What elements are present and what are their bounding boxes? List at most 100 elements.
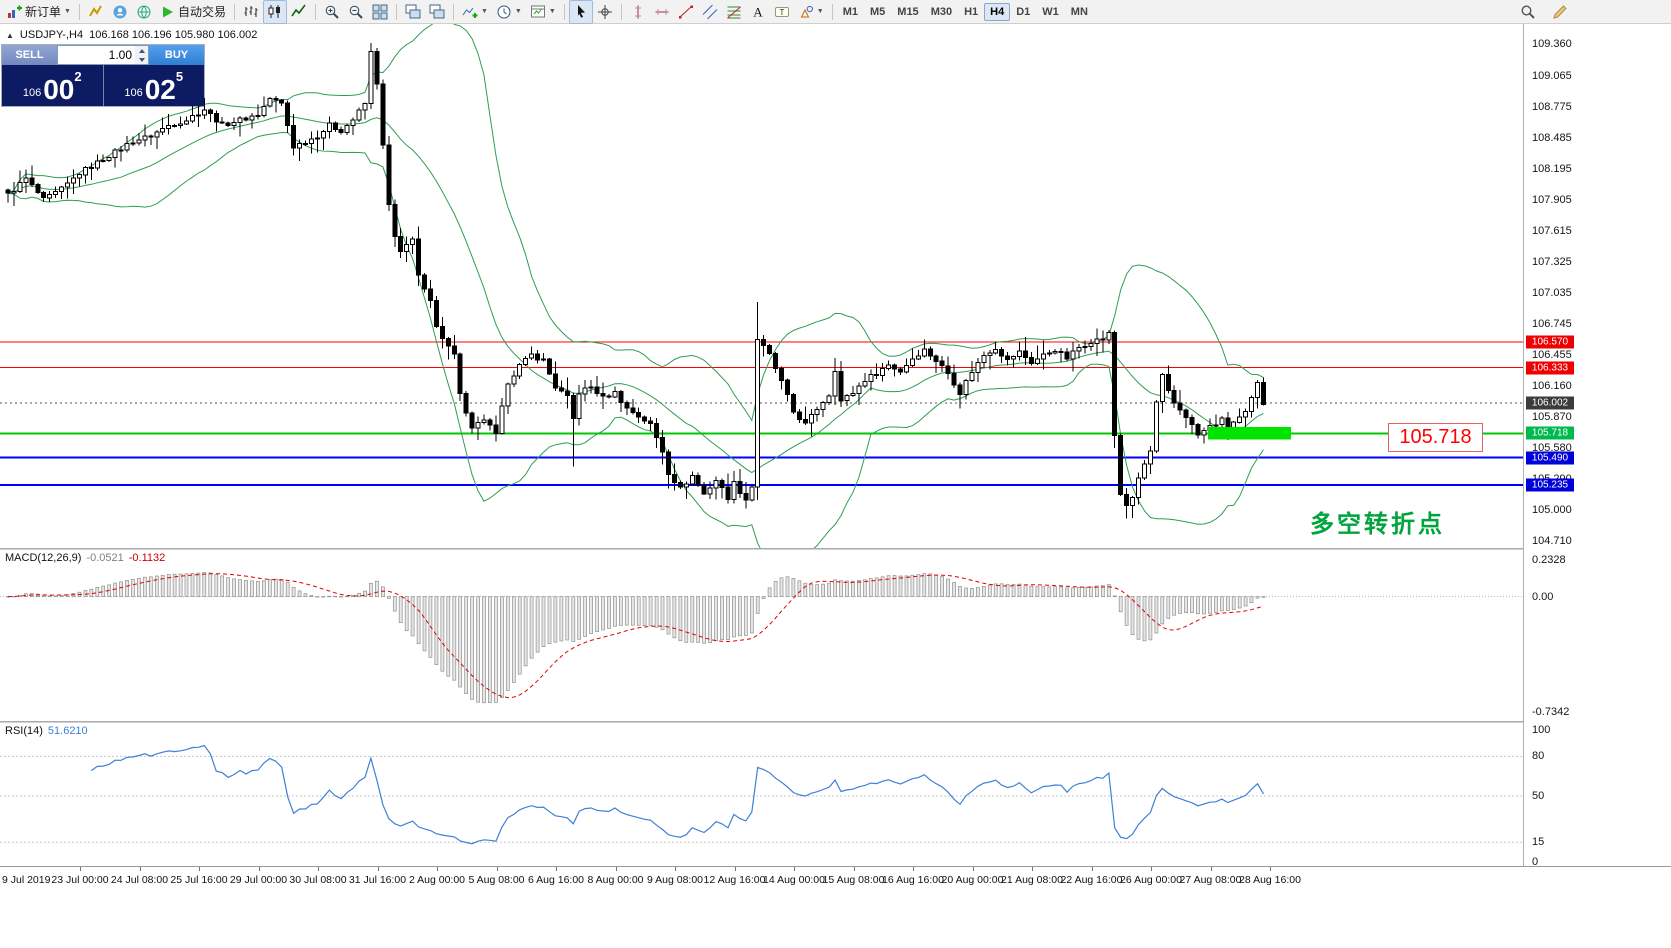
charts-button[interactable] — [84, 0, 108, 24]
fibonacci-icon — [726, 4, 742, 20]
community-button[interactable] — [132, 0, 156, 24]
search-button[interactable] — [1516, 0, 1540, 24]
candlestick-chart-button[interactable] — [262, 0, 287, 24]
rsi-pane-separator[interactable] — [0, 721, 1671, 723]
play-icon — [160, 4, 176, 20]
bar-chart-button[interactable] — [239, 0, 263, 24]
volume-increase-button[interactable] — [135, 46, 148, 55]
chart-title: ▲ USDJPY-,H4 106.168 106.196 105.980 106… — [6, 29, 257, 41]
channel-icon — [702, 4, 718, 20]
trendline-button[interactable] — [674, 0, 698, 24]
cursor-button[interactable] — [568, 0, 593, 24]
dropdown-arrow-icon[interactable]: ▼ — [64, 8, 71, 15]
rsi-name: RSI(14) — [5, 725, 43, 737]
chart-symbol-period: USDJPY-,H4 — [19, 29, 84, 41]
shapes-button[interactable]: ▼ — [794, 0, 828, 24]
autotrade-button[interactable]: 自动交易 — [156, 0, 230, 24]
sell-price-display[interactable]: 106 00 2 — [2, 65, 104, 106]
svg-text:T: T — [779, 7, 784, 16]
profile-button[interactable] — [108, 0, 132, 24]
dropdown-arrow-icon[interactable]: ▼ — [514, 8, 522, 15]
volume-stepper — [135, 46, 148, 64]
time-axis-label: 22 Aug 16:00 — [1060, 874, 1123, 886]
search-icon — [1520, 4, 1536, 20]
time-axis-label: 25 Jul 16:00 — [170, 874, 228, 886]
volume-decrease-button[interactable] — [135, 55, 148, 64]
label-button[interactable]: T — [770, 0, 794, 24]
crosshair-button[interactable] — [593, 0, 617, 24]
volume-input[interactable]: 1.00 — [57, 45, 149, 65]
timeframe-h4-button[interactable]: H4 — [984, 2, 1011, 21]
shapes-icon — [798, 4, 814, 20]
zoom-in-button[interactable] — [320, 0, 344, 24]
time-axis-tick — [1032, 867, 1033, 871]
timeframe-w1-button[interactable]: W1 — [1042, 5, 1059, 18]
macd-pane-separator[interactable] — [0, 548, 1671, 550]
dropdown-arrow-icon[interactable]: ▼ — [480, 8, 488, 15]
buy-price-display[interactable]: 106 02 5 — [104, 65, 205, 106]
chart-area[interactable]: 109.360 109.065 108.775 108.485 108.195 107.9… — [0, 24, 1671, 948]
timeframe-m1-button[interactable]: M1 — [842, 5, 858, 18]
price-tick-label: 106.745 — [1532, 317, 1572, 330]
tile-icon — [372, 4, 388, 20]
price-axis[interactable]: 109.360 109.065 108.775 108.485 108.195 107.9… — [1523, 24, 1671, 868]
new-order-button[interactable]: 新订单 ▼ — [3, 0, 75, 24]
cascade-windows-button[interactable] — [425, 0, 449, 24]
bid-prefix: 106 — [22, 87, 42, 99]
buy-button[interactable]: BUY — [149, 45, 204, 65]
horizontal-line-button[interactable] — [650, 0, 674, 24]
vertical-line-button[interactable] — [626, 0, 650, 24]
time-axis-label: 26 Aug 00:00 — [1120, 874, 1182, 886]
charts-icon — [88, 4, 104, 20]
line-chart-button[interactable] — [287, 0, 311, 24]
zoom-out-button[interactable] — [344, 0, 368, 24]
fibonacci-button[interactable] — [722, 0, 746, 24]
turning-point-annotation[interactable]: 多空转折点 — [1310, 511, 1445, 538]
templates-button[interactable]: ▼ — [526, 0, 560, 24]
macd-plot[interactable] — [0, 550, 1523, 721]
timeframe-m30-button[interactable]: M30 — [930, 5, 953, 18]
time-axis-label: 14 Aug 00:00 — [763, 874, 825, 886]
main-chart-plot[interactable] — [0, 24, 1523, 548]
crosshair-icon — [597, 4, 613, 20]
rsi-plot[interactable] — [0, 723, 1523, 866]
label-icon: T — [774, 4, 790, 20]
dropdown-arrow-icon[interactable]: ▼ — [816, 8, 824, 15]
text-icon: A — [750, 4, 766, 20]
collapse-trade-panel-icon[interactable]: ▲ — [6, 30, 14, 40]
timeframe-m5-button[interactable]: M5 — [870, 5, 886, 18]
timeframe-mn-button[interactable]: MN — [1070, 5, 1088, 18]
macd-scale-label: 0.00 — [1532, 590, 1554, 603]
time-axis-tick — [80, 867, 81, 871]
sell-button[interactable]: SELL — [2, 45, 57, 65]
periods-button[interactable]: ▼ — [492, 0, 526, 24]
text-button[interactable]: A — [746, 0, 770, 24]
dropdown-arrow-icon[interactable]: ▼ — [548, 8, 556, 15]
time-axis-tick — [853, 867, 855, 871]
new-order-icon — [7, 4, 23, 20]
clock-icon — [496, 4, 512, 20]
quick-edit-button[interactable] — [1548, 0, 1572, 24]
timeframe-m15-button[interactable]: M15 — [897, 5, 919, 18]
timeframe-h1-button[interactable]: H1 — [964, 5, 979, 18]
time-axis-label: 16 Aug 16:00 — [882, 874, 944, 886]
price-tick-label: 104.710 — [1532, 535, 1572, 547]
macd-name: MACD(12,26,9) — [5, 552, 82, 564]
timeframe-d1-button[interactable]: D1 — [1016, 5, 1031, 18]
time-axis-tick — [1270, 867, 1271, 871]
time-axis-label: 15 Aug 08:00 — [822, 874, 885, 886]
price-badge: 106.333 — [1526, 361, 1574, 374]
cascade-icon — [429, 4, 445, 20]
channel-button[interactable] — [698, 0, 722, 24]
bid-pips: 00 — [43, 73, 75, 105]
price-tick-label: 108.775 — [1532, 100, 1572, 113]
volume-value[interactable]: 1.00 — [108, 48, 132, 62]
price-badge: 106.002 — [1526, 396, 1574, 410]
time-axis-label: 6 Aug 16:00 — [527, 874, 585, 886]
time-axis[interactable]: 9 Jul 2019 23 Jul 00:00 24 Jul 08:00 25 Jul… — [0, 866, 1671, 948]
vline-icon — [630, 4, 646, 20]
indicators-button[interactable]: ▼ — [458, 0, 492, 24]
price-callout-label[interactable]: 105.718 — [1388, 423, 1483, 452]
tile-windows-button[interactable] — [368, 0, 392, 24]
arrange-windows-button[interactable] — [401, 0, 425, 24]
